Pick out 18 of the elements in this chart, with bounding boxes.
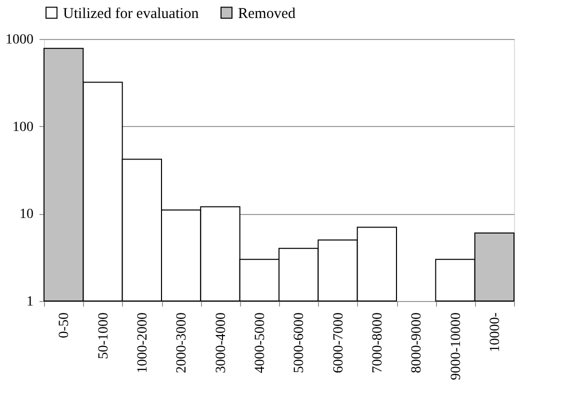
x-tick-label: 4000-5000 <box>252 312 268 374</box>
x-tick-label: 50-1000 <box>96 312 112 360</box>
x-tick-label: 3000-4000 <box>214 312 229 374</box>
y-tick-label: 1000 <box>6 32 34 48</box>
legend-label: Utilized for evaluation <box>63 6 200 22</box>
x-tick-label: 8000-9000 <box>410 312 425 374</box>
y-tick-label: 1 <box>26 294 34 310</box>
x-tick-label: 5000-6000 <box>292 312 308 374</box>
x-tick-label: 0-50 <box>57 312 72 338</box>
legend-label: Removed <box>238 6 296 22</box>
y-tick-label: 10 <box>20 207 34 222</box>
x-tick-label: 9000-10000 <box>448 312 464 380</box>
x-tick-label: 2000-3000 <box>174 312 190 374</box>
x-tick-label: 7000-8000 <box>370 312 386 374</box>
y-tick-label: 100 <box>12 120 34 135</box>
x-tick-label: 10000- <box>488 312 503 352</box>
x-tick-label: 6000-7000 <box>331 312 346 374</box>
x-tick-label: 1000-2000 <box>135 312 150 374</box>
